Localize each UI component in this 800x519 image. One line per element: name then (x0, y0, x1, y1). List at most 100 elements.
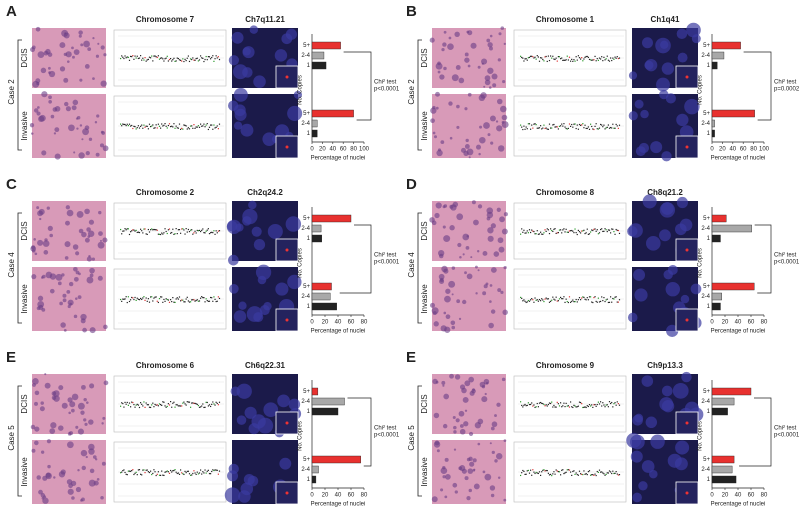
x-axis-title: Percentage of nuclei (711, 329, 766, 335)
cnv-point (186, 296, 188, 298)
fish-nucleus (632, 492, 642, 503)
cnv-point (185, 472, 187, 474)
cnv-point (576, 406, 578, 408)
fish-nucleus (667, 453, 682, 468)
cnv-point (162, 474, 164, 476)
cnv-point (144, 406, 146, 408)
nucleus (64, 241, 71, 248)
nucleus (489, 46, 493, 51)
nucleus (78, 34, 82, 38)
cnv-point (138, 469, 141, 471)
nucleus (477, 442, 481, 446)
fish-nucleus (234, 108, 247, 121)
cnv-point (568, 56, 571, 58)
nucleus (490, 141, 494, 145)
cnv-point (145, 469, 147, 471)
nucleus (478, 152, 481, 156)
cnv-point (581, 473, 583, 475)
cnv-point (133, 473, 135, 476)
group-label: DCIS (420, 394, 429, 413)
fish-nucleus (649, 469, 658, 479)
cnv-point (213, 469, 215, 472)
cnv-point (210, 58, 212, 60)
fish-nucleus (263, 402, 279, 418)
nucleus (72, 244, 79, 250)
cnv-point (205, 124, 207, 126)
cnv-point (212, 469, 214, 471)
fish-nucleus (287, 274, 302, 290)
cnv-point (211, 297, 213, 299)
bar (311, 214, 352, 223)
nucleus (85, 151, 90, 156)
nucleus (50, 422, 57, 429)
cnv-point (157, 123, 159, 125)
cnv-point (603, 473, 605, 475)
bar (711, 292, 722, 301)
cnv-point (616, 56, 618, 58)
cnv-point (521, 56, 523, 59)
cnv-point (213, 296, 215, 298)
nucleus (491, 421, 498, 428)
cnv-point (146, 300, 148, 302)
cnv-point (565, 298, 567, 300)
nucleus (444, 457, 449, 462)
nucleus (53, 476, 56, 479)
cnv-point (582, 473, 584, 476)
cnv-point (153, 406, 155, 408)
cnv-point (574, 405, 576, 407)
fish-nucleus (232, 64, 248, 80)
fish-nucleus (279, 457, 292, 470)
cnv-point (607, 301, 609, 304)
nucleus (477, 65, 481, 69)
panel-letter: B (406, 3, 417, 20)
nucleus (103, 380, 109, 386)
cnv-point (580, 473, 582, 475)
fish-signal (685, 145, 689, 149)
x-tick-label: 40 (335, 493, 342, 499)
cnv-point (215, 126, 217, 129)
case-bracket (417, 212, 422, 324)
cnv-point (136, 231, 138, 234)
cnv-point (178, 229, 181, 231)
cnv-point (197, 60, 199, 62)
cnv-point (127, 228, 129, 230)
cnv-point (163, 298, 165, 301)
fish-nucleus (659, 202, 676, 218)
cnv-point (206, 229, 208, 231)
cnv-point (135, 57, 137, 59)
bar (711, 224, 752, 233)
cnv-point (135, 229, 137, 231)
cnv-point (128, 470, 131, 472)
cnv-point (198, 229, 201, 232)
nucleus (48, 95, 52, 100)
cnv-point (562, 298, 564, 300)
cnv-point (593, 474, 595, 476)
nucleus (76, 127, 79, 130)
cnv-point (540, 231, 542, 233)
cnv-point (135, 299, 137, 302)
cnv-point (593, 404, 595, 406)
nucleus (488, 322, 494, 329)
fish-nucleus (640, 109, 649, 119)
nucleus (501, 114, 508, 121)
cnv-point (155, 229, 157, 231)
x-axis-title: Percentage of nuclei (711, 502, 766, 508)
cnv-point (551, 57, 553, 59)
cnv-point (520, 124, 522, 126)
cnv-point (550, 300, 552, 302)
category-label: 1 (707, 477, 711, 483)
cnv-point (160, 57, 162, 59)
cnv-point (208, 404, 211, 406)
nucleus (429, 37, 435, 43)
nucleus (490, 223, 496, 229)
cnv-point (580, 401, 582, 404)
nucleus (98, 210, 102, 215)
cnv-point (180, 469, 182, 471)
cnv-point (134, 230, 136, 232)
cnv-point (566, 469, 568, 471)
nucleus (58, 471, 66, 478)
cnv-point (171, 471, 173, 473)
cnv-point (197, 300, 199, 302)
cnv-point (175, 125, 177, 127)
cnv-point (607, 406, 609, 408)
